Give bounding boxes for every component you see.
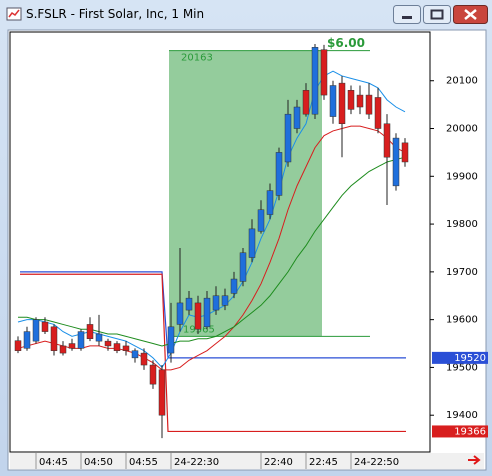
x-tick-label: 22:45 (309, 457, 338, 468)
x-tick-label: 04:55 (129, 457, 158, 468)
x-tick-label: 04:45 (39, 457, 68, 468)
candle-body (176, 302, 184, 325)
measure-box (169, 50, 322, 337)
candle-body (311, 47, 319, 115)
candle-body (203, 297, 211, 328)
y-tick-label: 19900 (446, 171, 478, 182)
candle-body (293, 106, 301, 129)
y-tick-label: 19500 (446, 362, 478, 373)
candle-body (365, 94, 373, 115)
y-tick-label: 20000 (446, 124, 478, 135)
y-tick-label: 20100 (446, 76, 478, 87)
candle-body (167, 326, 175, 354)
measure-text: $6.00 (327, 36, 365, 50)
minimize-button[interactable] (393, 5, 421, 24)
candle-body (302, 90, 310, 115)
price-box-label: 19520 (454, 353, 486, 364)
candle-body (14, 340, 22, 351)
candle-body (230, 278, 238, 294)
app-icon (6, 7, 22, 21)
price-line (20, 271, 406, 359)
time-axis (10, 453, 484, 469)
x-tick-label: 22:40 (264, 457, 293, 468)
candle-body (374, 97, 382, 129)
candle-body (140, 352, 148, 366)
candle-body (50, 326, 58, 351)
candle-body (185, 297, 193, 311)
moving-average (18, 156, 406, 347)
chart-layer: 19400 19500 19600 19700 19800 19900 20000 20100… (14, 36, 488, 469)
candle-body (248, 228, 256, 258)
x-tick-label: 04:50 (84, 457, 113, 468)
candle-body (320, 49, 328, 96)
price-box-label: 19366 (454, 426, 486, 437)
candle-body (41, 321, 49, 332)
measure-high-label: 20163 (181, 53, 213, 64)
candle-body (275, 152, 283, 196)
candle-body (32, 319, 40, 342)
candle-body (131, 350, 139, 359)
candle-body (158, 369, 166, 416)
candle-body (239, 252, 247, 282)
candle-body (95, 333, 103, 342)
candle-body (86, 324, 94, 340)
candle-body (284, 113, 292, 163)
y-tick-label: 19700 (446, 267, 478, 278)
measure-low-label: 19565 (183, 324, 215, 335)
price-box (432, 425, 488, 438)
x-tick-label: 24-22:30 (174, 457, 219, 468)
candle-body (59, 345, 67, 354)
y-tick-label: 19600 (446, 315, 478, 326)
candle-body (122, 345, 130, 351)
candle-body (356, 94, 364, 108)
candle-body (212, 295, 220, 311)
candle-body (113, 343, 121, 351)
maximize-button[interactable] (423, 5, 451, 24)
candle-body (149, 364, 157, 385)
candle-body (401, 142, 409, 163)
price-box (432, 351, 488, 364)
candle-body (194, 302, 202, 330)
price-line (20, 273, 406, 433)
candle-body (68, 343, 76, 349)
candle-body (104, 340, 112, 347)
scroll-arrow[interactable] (468, 455, 481, 465)
y-tick-label: 19800 (446, 219, 478, 230)
candle-body (77, 331, 85, 349)
x-tick-label: 24-22:50 (354, 457, 399, 468)
window-title: S.FSLR - First Solar, Inc, 1 Min (26, 7, 205, 21)
window-buttons[interactable] (393, 5, 489, 25)
candle-body (383, 123, 391, 158)
candle-body (221, 295, 229, 306)
y-tick-label: 19400 (446, 410, 478, 421)
candle-body (392, 137, 400, 187)
candle-body (338, 82, 346, 124)
candle-body (23, 331, 31, 349)
candle-body (257, 209, 265, 232)
candle-body (347, 90, 355, 110)
candle-body (329, 85, 337, 117)
candle-body (266, 190, 274, 215)
